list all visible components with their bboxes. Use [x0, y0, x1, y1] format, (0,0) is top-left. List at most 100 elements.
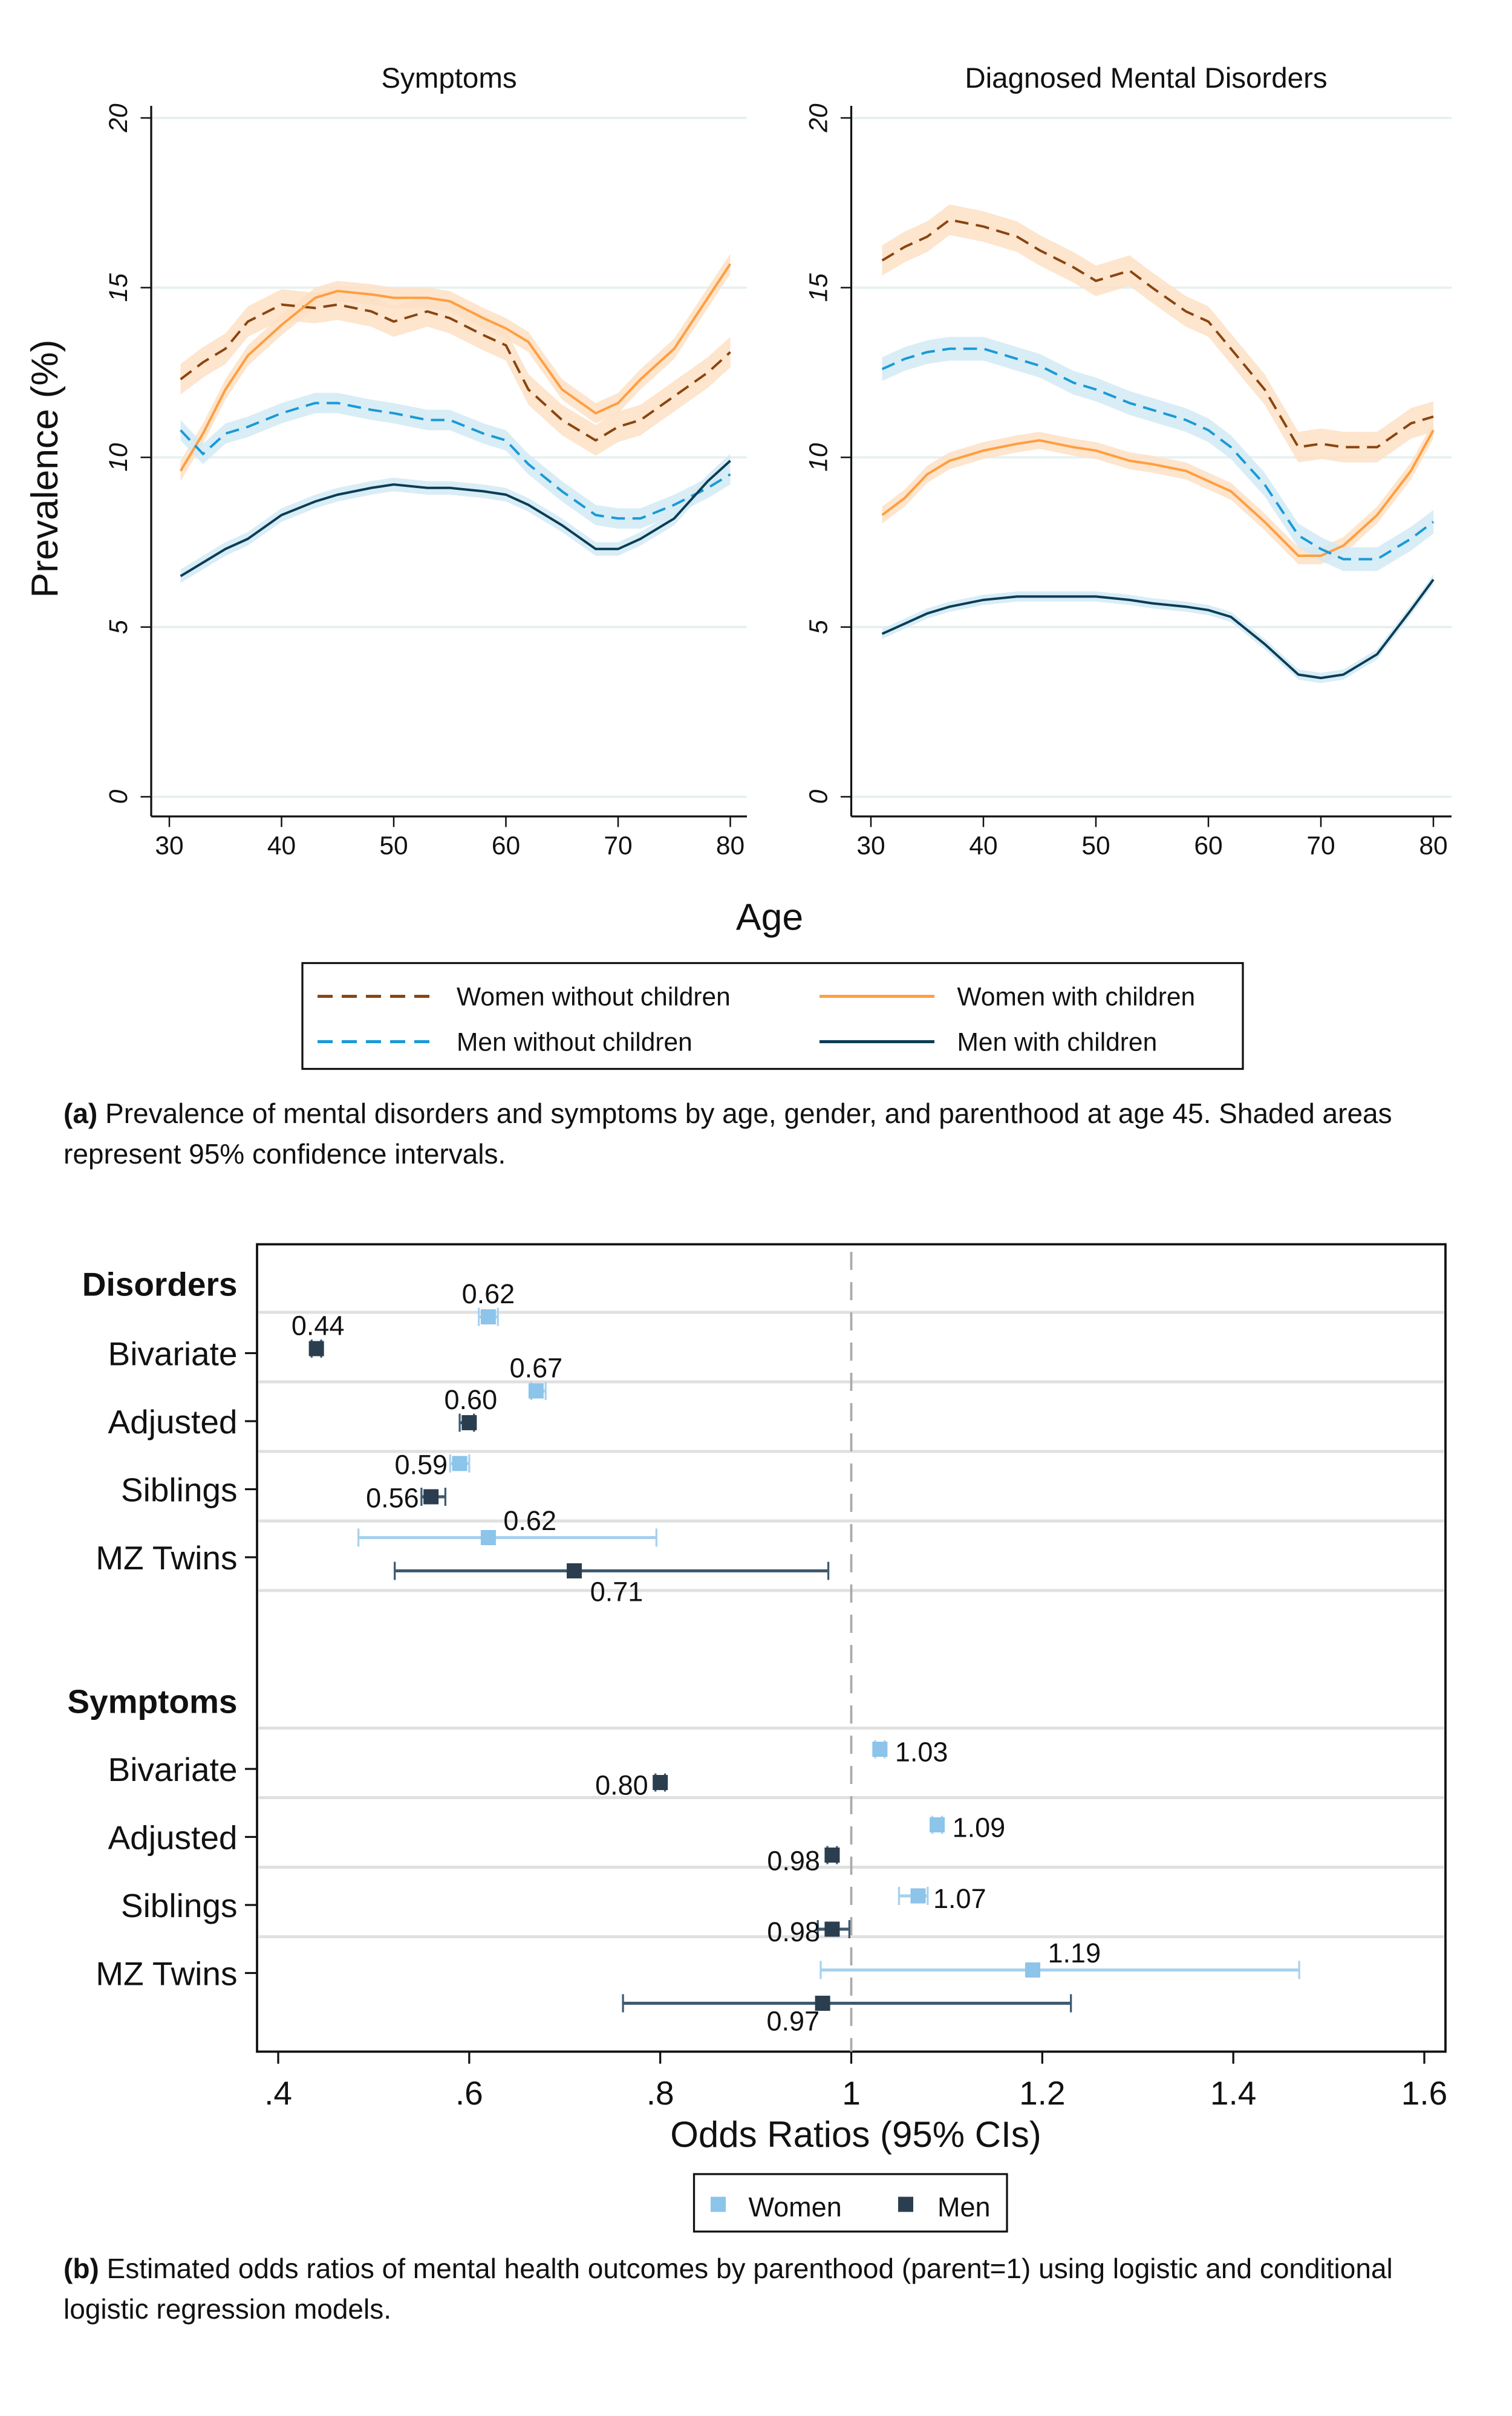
estimate-men: 0.44 [292, 1311, 345, 1358]
x-tick-label: .6 [455, 2074, 483, 2112]
point-marker [872, 1742, 888, 1757]
caption-a: (a) Prevalence of mental disorders and s… [64, 1093, 1473, 1174]
y-tick-label: 5 [805, 620, 833, 634]
ci-band-wnc [180, 289, 731, 456]
ci-band-mc [180, 454, 731, 583]
legend-label: Men with children [957, 1029, 1158, 1057]
x-tick-label: .4 [264, 2074, 292, 2112]
estimate-men: 0.56 [366, 1483, 446, 1514]
x-tick-label: 80 [1419, 832, 1447, 861]
legend-label: Women with children [957, 983, 1196, 1012]
y-tick-label: 0 [805, 789, 833, 804]
value-label: 0.80 [595, 1770, 648, 1801]
series-line-mnc [881, 347, 1435, 561]
y-tick-label: 0 [105, 789, 133, 804]
legend-swatch-men [898, 2196, 913, 2212]
estimate-women: 0.59 [394, 1450, 471, 1480]
value-label: 0.59 [394, 1450, 448, 1480]
series-line-mnc [180, 402, 731, 520]
estimate-men: 0.80 [595, 1770, 668, 1801]
legend: Women without children Women with childre… [301, 962, 1244, 1070]
ci-band-mnc [882, 337, 1433, 571]
panel-symptoms: Symptoms 0 5 10 15 20 30 40 50 60 70 80 [105, 62, 747, 861]
caption-a-text: Prevalence of mental disorders and sympt… [64, 1098, 1392, 1170]
legend-box [692, 2173, 1008, 2233]
legend-label: Men without children [457, 1029, 692, 1057]
value-label: 0.67 [510, 1353, 563, 1384]
x-tick-label: 50 [1081, 832, 1110, 861]
value-label: 0.56 [366, 1483, 419, 1514]
series-line-wnc [180, 303, 731, 442]
x-tick-label: 1 [842, 2074, 861, 2112]
series-line-mc [180, 460, 731, 578]
legend: Women Men [692, 2173, 1008, 2233]
legend-box [301, 962, 1244, 1070]
row-label: Siblings [121, 1887, 238, 1924]
x-tick-label: 40 [969, 832, 997, 861]
x-tick-label: 60 [492, 832, 520, 861]
point-marker [461, 1415, 477, 1430]
group-header: Disorders [82, 1266, 238, 1303]
caption-a-label: (a) [64, 1098, 98, 1129]
value-label: 1.07 [933, 1883, 986, 1914]
series-line-wnc [881, 218, 1434, 449]
legend-label: Men [937, 2192, 991, 2222]
panel-title: Symptoms [381, 62, 516, 94]
estimate-men: 0.98 [767, 1846, 840, 1877]
point-marker [1025, 1962, 1041, 1978]
y-axis-title: Prevalence (%) [24, 339, 66, 597]
row-label: MZ Twins [96, 1955, 237, 1993]
ci-band-wc [180, 253, 731, 481]
point-marker [480, 1309, 496, 1324]
y-tick-label: 20 [105, 103, 133, 133]
row-label: Bivariate [108, 1335, 238, 1373]
odds-ratio-chart: Disorders Bivariate 0.62 0.44 Adjusted 0.67 0.… [67, 1243, 1447, 2233]
value-label: 1.19 [1048, 1938, 1101, 1968]
y-tick-label: 15 [105, 273, 133, 302]
estimate-men: 0.60 [445, 1384, 497, 1432]
series-line-wc [179, 263, 732, 472]
x-tick-label: 1.6 [1401, 2074, 1447, 2112]
point-marker [653, 1775, 668, 1790]
y-tick-label: 5 [105, 620, 133, 634]
point-marker [815, 1996, 830, 2011]
value-label: 0.98 [767, 1916, 820, 1947]
value-label: 0.98 [767, 1846, 820, 1877]
ci-band-mnc [180, 392, 731, 529]
x-tick-label: 30 [155, 832, 183, 861]
ci-band-mc [882, 574, 1433, 683]
value-label: 0.71 [590, 1577, 644, 1607]
x-tick-label: 60 [1194, 832, 1222, 861]
point-marker [567, 1563, 582, 1578]
group-header: Symptoms [67, 1683, 237, 1721]
value-label: 0.44 [292, 1311, 345, 1341]
value-label: 0.62 [503, 1505, 556, 1536]
x-tick-label: 30 [856, 832, 885, 861]
x-tick-label: 40 [267, 832, 296, 861]
estimate-men: 0.98 [767, 1916, 850, 1947]
x-tick-label: 80 [716, 832, 745, 861]
x-tick-label: 70 [1306, 832, 1335, 861]
point-marker [480, 1530, 496, 1545]
point-marker [910, 1888, 926, 1904]
x-tick-label: 70 [604, 832, 632, 861]
row-label: Siblings [121, 1471, 238, 1509]
estimate-women: 0.62 [357, 1505, 657, 1547]
point-marker [824, 1848, 840, 1863]
series-line-mc [881, 579, 1435, 680]
point-marker [930, 1817, 945, 1832]
caption-b-text: Estimated odds ratios of mental health o… [64, 2253, 1393, 2325]
row-label: Bivariate [108, 1751, 238, 1788]
caption-b-label: (b) [64, 2253, 99, 2284]
point-marker [452, 1456, 468, 1471]
series-line-wc [881, 429, 1435, 558]
x-tick-label: 50 [379, 832, 408, 861]
row-label: Adjusted [108, 1403, 237, 1441]
point-marker [528, 1383, 544, 1399]
estimate-women: 1.09 [930, 1812, 1005, 1843]
legend-label: Women [749, 2192, 842, 2222]
y-tick-label: 20 [805, 103, 833, 133]
row-label: MZ Twins [96, 1539, 237, 1577]
estimate-women: 0.67 [510, 1353, 563, 1400]
